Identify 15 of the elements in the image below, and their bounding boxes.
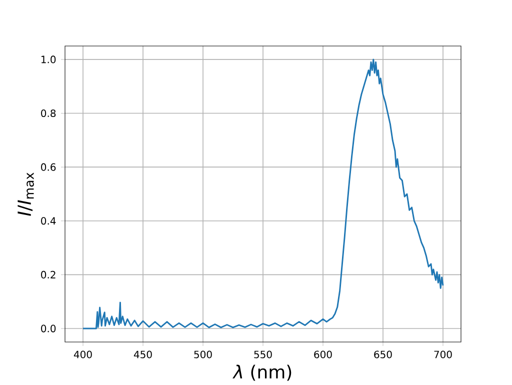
x-tick-label: 600 bbox=[314, 350, 332, 358]
x-tick-label: 400 bbox=[74, 350, 92, 358]
y-axis-title: I/I$_{max}$ bbox=[18, 172, 34, 216]
y-tick-label: 0.4 bbox=[41, 217, 56, 225]
x-tick-label: 550 bbox=[254, 350, 272, 358]
y-tick-label: 0.8 bbox=[41, 109, 56, 117]
y-tick-label: 1.0 bbox=[42, 56, 56, 64]
y-tick-label: 0.2 bbox=[41, 270, 56, 278]
x-tick-label: 700 bbox=[434, 350, 452, 358]
x-tick-label: 450 bbox=[134, 350, 152, 358]
y-tick-label: 0.6 bbox=[41, 163, 56, 171]
x-tick-label: 650 bbox=[374, 350, 392, 358]
x-tick-label: 500 bbox=[194, 350, 212, 358]
y-tick-label: 0.0 bbox=[41, 324, 56, 332]
x-axis-title: λ (nm) bbox=[232, 364, 292, 381]
